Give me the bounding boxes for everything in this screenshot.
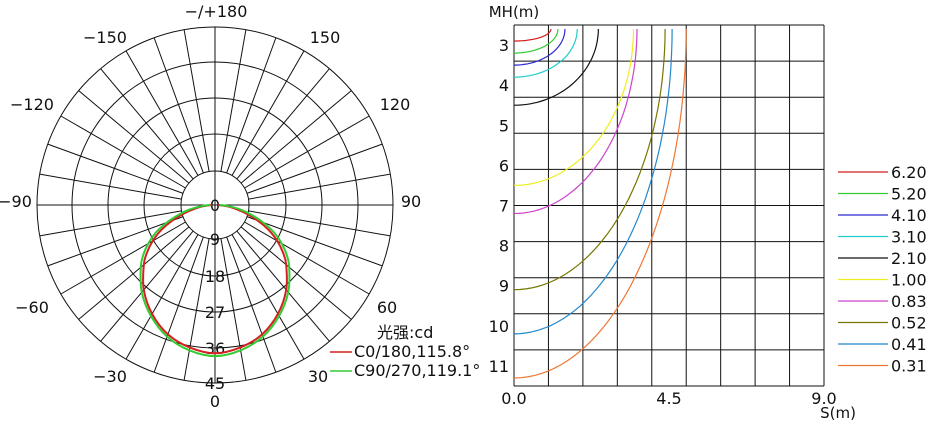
- legend-entry: 4.10: [891, 206, 927, 225]
- radial-tick-label: 9: [210, 230, 220, 249]
- polar-spoke: [78, 226, 190, 320]
- contour-level-curve: [514, 29, 578, 78]
- y-tick-label: 4: [499, 76, 509, 95]
- angle-label: 120: [380, 95, 411, 114]
- legend-entry: C0/180,115.8°: [354, 342, 470, 361]
- contour-level-curve: [514, 29, 599, 106]
- polar-spoke: [220, 29, 247, 172]
- legend-entry: 2.10: [891, 249, 927, 268]
- polar-spoke: [78, 90, 190, 184]
- angle-label: −120: [10, 95, 54, 114]
- legend-title: 光强:cd: [377, 323, 433, 342]
- radial-tick-label: 45: [205, 374, 225, 393]
- polar-spoke: [248, 173, 391, 200]
- polar-spoke: [39, 210, 182, 237]
- polar-spoke: [231, 50, 305, 176]
- y-tick-label: 11: [489, 357, 509, 376]
- polar-spoke: [47, 216, 184, 267]
- x-tick-label: 0.0: [501, 389, 526, 408]
- legend-entry: 6.20: [891, 163, 927, 182]
- polar-spoke: [240, 90, 352, 184]
- radial-tick-label: 18: [205, 267, 225, 286]
- polar-spoke: [125, 234, 199, 360]
- angle-label: 60: [377, 298, 397, 317]
- angle-label: −30: [93, 367, 127, 386]
- y-tick-label: 5: [499, 116, 509, 135]
- radial-tick-label: 0: [210, 196, 220, 215]
- legend-entry: 5.20: [891, 185, 927, 204]
- polar-spoke: [220, 238, 247, 381]
- polar-spoke: [226, 37, 277, 174]
- polar-spoke: [244, 115, 370, 189]
- contour-level-curve: [514, 29, 566, 66]
- polar-spoke: [47, 143, 184, 194]
- angle-label: 0: [210, 392, 220, 411]
- contour-level-curve: [513, 28, 687, 379]
- legend-entry: C90/270,119.1°: [354, 361, 480, 380]
- legend-entry: 3.10: [891, 228, 927, 247]
- polar-spoke: [248, 210, 391, 237]
- legend-entry: 0.31: [891, 357, 927, 376]
- polar-spoke: [60, 221, 186, 295]
- contour-level-curve: [513, 28, 635, 186]
- polar-spoke: [183, 238, 210, 381]
- angle-label: 150: [310, 28, 341, 47]
- polar-spoke: [100, 230, 194, 342]
- y-tick-label: 8: [499, 237, 509, 256]
- polar-spoke: [231, 234, 305, 360]
- angle-label: 90: [401, 192, 421, 211]
- y-tick-label: 10: [489, 317, 509, 336]
- x-tick-label: 4.5: [656, 389, 681, 408]
- y-tick-label: 9: [499, 277, 509, 296]
- y-tick-label: 6: [499, 156, 509, 175]
- contour-level-curve: [514, 29, 559, 54]
- polar-series-curve: [139, 204, 291, 358]
- polar-spoke: [39, 173, 182, 200]
- contour-level-curve: [513, 28, 638, 215]
- x-axis-label: S(m): [820, 404, 856, 422]
- polar-spoke: [246, 216, 383, 267]
- x-tick-label: 9.0: [811, 389, 836, 408]
- contour-level-curve: [513, 28, 666, 291]
- legend-entry: 1.00: [891, 271, 927, 290]
- polar-series-curve: [142, 204, 288, 355]
- legend-entry: 0.41: [891, 335, 927, 354]
- polar-spoke: [153, 236, 204, 373]
- polar-spoke: [236, 230, 330, 342]
- legend-entry: 0.52: [891, 314, 927, 333]
- polar-spoke: [236, 68, 330, 180]
- angle-label: −60: [15, 298, 49, 317]
- y-tick-label: 7: [499, 197, 509, 216]
- isolux-contour-chart: 3 4 5 6 7 8 9 10 11 0.0 4.5 9.0 MH(m) S(m) 6.20 5.20 4.1…: [489, 3, 927, 422]
- polar-spoke: [226, 236, 277, 373]
- angle-label: −90: [0, 192, 32, 211]
- radial-tick-label: 27: [205, 303, 225, 322]
- angle-label: −/+180: [185, 2, 248, 21]
- contour-level-curve: [514, 29, 552, 42]
- y-tick-label: 3: [499, 36, 509, 55]
- contour-level-curve: [513, 28, 673, 335]
- y-axis-label: MH(m): [489, 3, 540, 21]
- angle-label: −150: [83, 28, 127, 47]
- polar-spoke: [183, 29, 210, 172]
- polar-spoke: [153, 37, 204, 174]
- polar-intensity-chart: −/+180 −150 150 −120 120 −90 90 −60 60 −30 30 0 0 9 18…: [0, 2, 480, 411]
- polar-spoke: [246, 143, 383, 194]
- legend-entry: 0.83: [891, 292, 927, 311]
- polar-spoke: [244, 221, 370, 295]
- angle-label: 30: [308, 367, 328, 386]
- polar-spoke: [125, 50, 199, 176]
- polar-spoke: [60, 115, 186, 189]
- polar-spoke: [240, 226, 352, 320]
- polar-spoke: [100, 68, 194, 180]
